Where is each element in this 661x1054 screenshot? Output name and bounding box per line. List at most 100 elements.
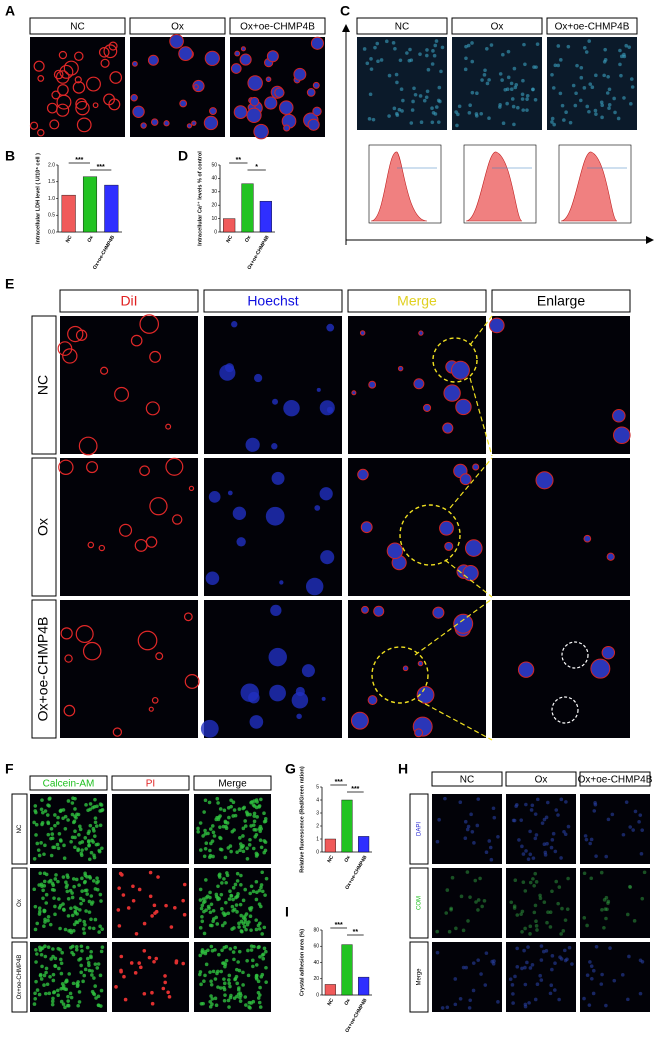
- significance-label: **: [353, 929, 359, 936]
- cell: [594, 854, 598, 858]
- cell: [213, 996, 218, 1001]
- cell: [73, 905, 77, 910]
- cell: [56, 993, 61, 998]
- cell: [594, 944, 599, 949]
- cell: [544, 949, 549, 953]
- cell: [47, 991, 52, 996]
- cell: [548, 910, 553, 915]
- cell: [534, 880, 539, 884]
- cell: [484, 850, 489, 854]
- cell: [418, 330, 424, 336]
- cell: [61, 808, 66, 812]
- cell: [61, 984, 66, 988]
- cell: [456, 112, 460, 117]
- cell: [41, 896, 45, 901]
- zoom-circle: [561, 641, 589, 669]
- cell: [163, 980, 168, 985]
- cell: [70, 835, 75, 840]
- cell: [100, 808, 105, 812]
- cell: [235, 910, 239, 914]
- cell: [351, 390, 357, 396]
- cell: [489, 317, 505, 334]
- cell: [243, 995, 248, 999]
- cell: [257, 888, 262, 893]
- x-tick-label: Ox: [244, 234, 253, 243]
- cell: [418, 52, 422, 56]
- cell: [95, 966, 100, 970]
- cell: [80, 876, 84, 881]
- cell: [201, 900, 206, 905]
- cell: [200, 903, 205, 908]
- cell: [76, 983, 80, 987]
- cell: [65, 889, 70, 894]
- cell: [549, 845, 554, 850]
- cell: [93, 797, 97, 802]
- cell: [638, 813, 643, 817]
- cell: [208, 923, 213, 928]
- cell: [606, 552, 615, 561]
- cell: [81, 898, 86, 903]
- cell: [238, 848, 242, 853]
- image-bg: [112, 794, 189, 864]
- cell: [211, 830, 216, 835]
- cell: [154, 956, 159, 961]
- cell: [44, 966, 49, 971]
- cell: [44, 901, 49, 905]
- cell: [58, 459, 74, 476]
- cell: [64, 880, 68, 885]
- cell: [269, 684, 286, 702]
- cell: [133, 971, 138, 975]
- cell: [203, 973, 207, 978]
- cell: [263, 840, 268, 844]
- header-box: [193, 775, 272, 791]
- cell: [149, 350, 162, 363]
- cell: [553, 849, 558, 854]
- cell: [199, 982, 203, 987]
- cell: [222, 977, 226, 981]
- significance-label: ***: [351, 786, 359, 793]
- cell: [35, 952, 39, 956]
- cell: [130, 94, 138, 102]
- cell: [252, 799, 257, 803]
- cell: [316, 387, 321, 392]
- cell: [65, 979, 69, 984]
- cell: [553, 988, 557, 992]
- cell: [235, 994, 239, 999]
- cell: [209, 994, 213, 998]
- cell: [590, 658, 611, 679]
- cell: [88, 802, 93, 806]
- cell: [501, 121, 506, 126]
- cell: [624, 43, 629, 48]
- cell: [262, 819, 267, 824]
- cell: [567, 945, 572, 950]
- y-tick-label: 1.0: [48, 196, 55, 202]
- cell: [254, 828, 258, 832]
- cell: [464, 539, 483, 557]
- cell: [254, 974, 259, 978]
- header-box: [203, 289, 343, 313]
- cell: [561, 929, 566, 933]
- cell: [77, 958, 81, 962]
- cell: [224, 826, 229, 831]
- cell: [51, 947, 55, 951]
- cell: [216, 896, 220, 900]
- cell: [522, 948, 526, 953]
- cell: [449, 906, 453, 911]
- cell: [590, 85, 595, 90]
- cell: [642, 870, 647, 875]
- micrograph: [230, 36, 325, 140]
- cell: [156, 875, 160, 879]
- cell: [475, 823, 480, 828]
- cell: [83, 888, 88, 893]
- cell: [48, 974, 52, 979]
- micrograph: [30, 794, 107, 864]
- cell: [305, 577, 324, 596]
- cell: [592, 809, 597, 813]
- cell: [56, 815, 60, 820]
- cell: [419, 120, 424, 124]
- cell: [63, 60, 79, 76]
- cell: [137, 961, 142, 965]
- cell: [476, 898, 481, 902]
- cell: [556, 813, 560, 817]
